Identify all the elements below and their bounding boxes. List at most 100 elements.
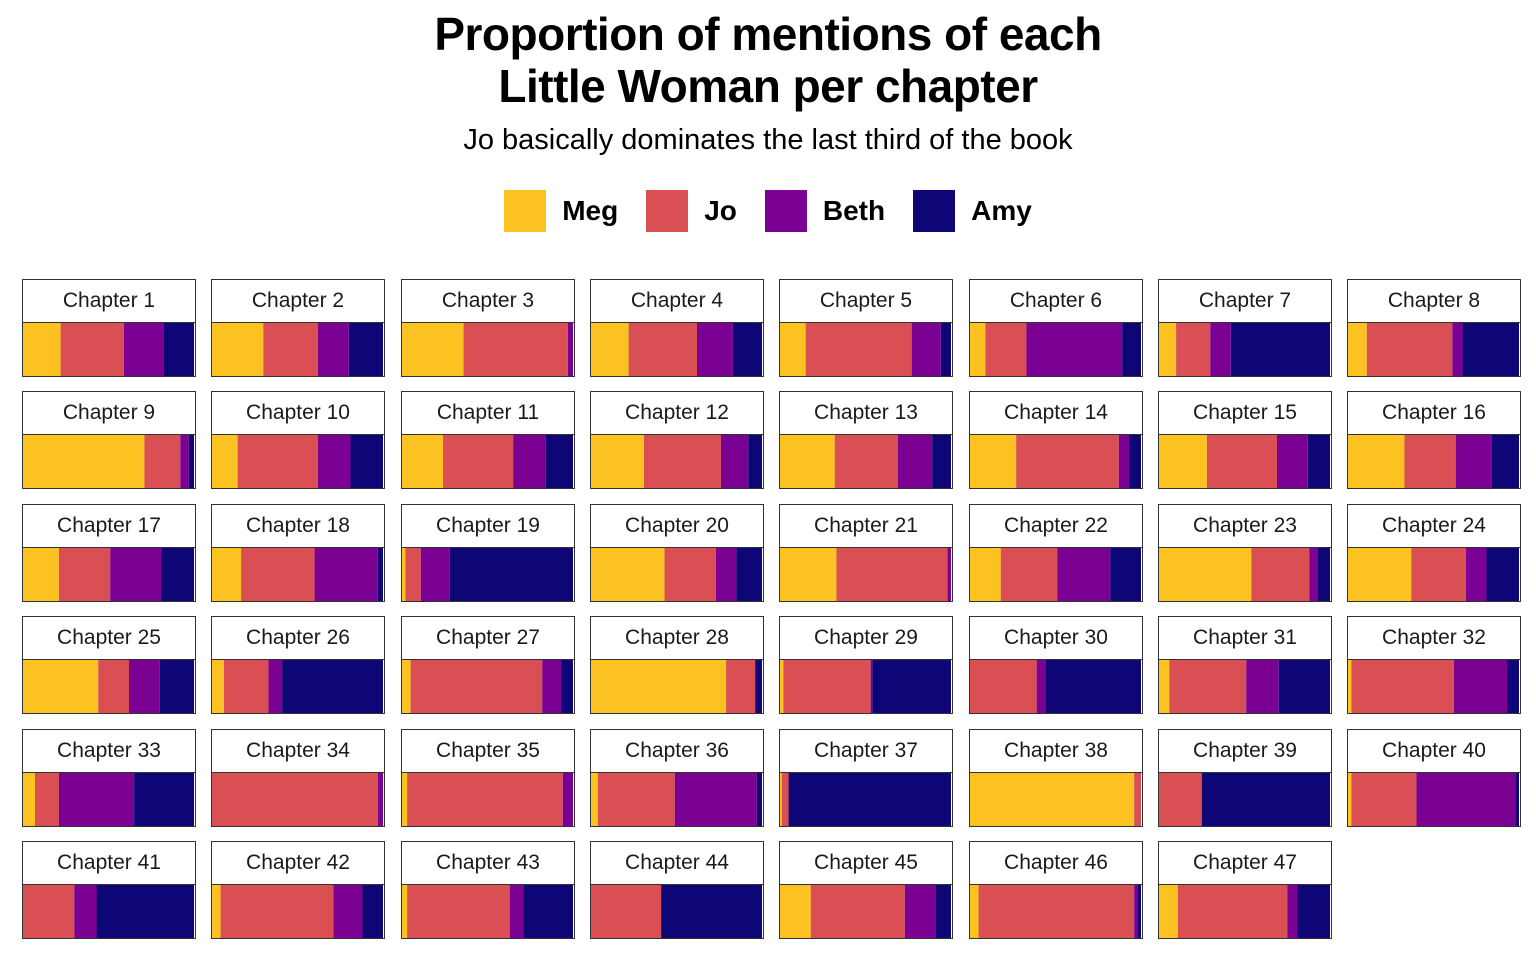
bar-segment-beth <box>697 323 733 376</box>
bar-segment-meg <box>970 548 1001 601</box>
bar-segment-beth <box>1416 773 1516 826</box>
bar-segment-jo <box>407 885 510 938</box>
bar-segment-meg <box>23 548 59 601</box>
bar-segment-amy <box>545 435 573 488</box>
bar-segment-beth <box>333 885 363 938</box>
facet-strip-label: Chapter 10 <box>211 391 385 435</box>
bar-segment-meg <box>780 548 837 601</box>
bar-segment-jo <box>726 660 756 713</box>
stacked-bar <box>1159 548 1330 601</box>
facet-panel: Chapter 21 <box>779 504 953 602</box>
facet-strip-label: Chapter 7 <box>1158 279 1332 323</box>
stacked-bar <box>1348 548 1519 601</box>
facet-bar <box>590 323 764 377</box>
bar-segment-amy <box>1110 548 1141 601</box>
facet-panel: Chapter 11 <box>401 391 575 489</box>
bar-segment-amy <box>163 323 194 376</box>
bar-segment-amy <box>940 323 951 376</box>
bar-segment-amy <box>1201 773 1330 826</box>
facet-panel: Chapter 25 <box>22 616 196 714</box>
facet-panel: Chapter 45 <box>779 841 953 939</box>
stacked-bar <box>1348 773 1519 826</box>
bar-segment-meg <box>1348 435 1405 488</box>
facet-strip-label: Chapter 8 <box>1347 279 1521 323</box>
bar-segment-meg <box>591 548 665 601</box>
bar-segment-amy <box>736 548 762 601</box>
bar-segment-beth <box>129 660 160 713</box>
facet-panel: Chapter 17 <box>22 504 196 602</box>
bar-segment-beth <box>1454 660 1508 713</box>
bar-segment-jo <box>1176 323 1211 376</box>
bar-segment-beth <box>1057 548 1111 601</box>
bar-segment-meg <box>1159 548 1252 601</box>
bar-segment-meg <box>212 548 242 601</box>
bar-segment-amy <box>350 435 383 488</box>
stacked-bar <box>212 435 383 488</box>
stacked-bar <box>1159 323 1330 376</box>
stacked-bar <box>970 773 1141 826</box>
bar-segment-amy <box>523 885 573 938</box>
stacked-bar <box>970 323 1141 376</box>
bar-segment-meg <box>23 660 99 713</box>
facet-bar <box>401 435 575 489</box>
bar-segment-beth <box>314 548 378 601</box>
bar-segment-jo <box>98 660 130 713</box>
bar-segment-jo <box>836 548 948 601</box>
bar-segment-jo <box>23 885 75 938</box>
facet-panel: Chapter 8 <box>1347 279 1521 377</box>
facet-strip-label: Chapter 1 <box>22 279 196 323</box>
facet-bar <box>590 773 764 827</box>
facet-strip-label: Chapter 22 <box>969 504 1143 548</box>
bar-segment-beth <box>513 435 546 488</box>
bar-segment-meg <box>23 323 61 376</box>
facet-panel: Chapter 29 <box>779 616 953 714</box>
facet-panel: Chapter 24 <box>1347 504 1521 602</box>
facet-bar <box>779 660 953 714</box>
facet-strip-label: Chapter 15 <box>1158 391 1332 435</box>
bar-segment-meg <box>23 435 145 488</box>
bar-segment-jo <box>1404 435 1456 488</box>
bar-segment-meg <box>591 435 645 488</box>
bar-segment-beth <box>1026 323 1123 376</box>
bar-segment-meg <box>970 435 1017 488</box>
facet-strip-label: Chapter 16 <box>1347 391 1521 435</box>
facet-panel: Chapter 47 <box>1158 841 1332 939</box>
facet-strip-label: Chapter 24 <box>1347 504 1521 548</box>
bar-segment-jo <box>781 773 789 826</box>
bar-segment-amy <box>1318 548 1330 601</box>
bar-segment-jo <box>443 435 514 488</box>
facet-bar <box>969 773 1143 827</box>
stacked-bar <box>23 773 194 826</box>
facet-panel: Chapter 30 <box>969 616 1143 714</box>
facet-panel: Chapter 20 <box>590 504 764 602</box>
bar-segment-amy <box>377 548 383 601</box>
facet-strip-label: Chapter 13 <box>779 391 953 435</box>
facet-panel: Chapter 37 <box>779 729 953 827</box>
facet-panel: Chapter 34 <box>211 729 385 827</box>
bar-segment-meg <box>402 548 406 601</box>
bar-segment-beth <box>715 548 737 601</box>
bar-segment-jo <box>783 660 871 713</box>
bar-segment-beth <box>318 435 351 488</box>
stacked-bar <box>212 660 383 713</box>
facet-panel: Chapter 42 <box>211 841 385 939</box>
bar-segment-amy <box>1278 660 1330 713</box>
bar-segment-meg <box>1159 660 1170 713</box>
facet-bar <box>401 323 575 377</box>
bar-segment-amy <box>159 660 194 713</box>
facet-bar <box>1158 885 1332 939</box>
facet-bar <box>1158 435 1332 489</box>
bar-segment-beth <box>1465 548 1487 601</box>
facet-bar <box>22 435 196 489</box>
facet-bar <box>211 435 385 489</box>
facet-panel: Chapter 36 <box>590 729 764 827</box>
facet-strip-label: Chapter 6 <box>969 279 1143 323</box>
bar-segment-amy <box>1515 773 1519 826</box>
facet-panel: Chapter 43 <box>401 841 575 939</box>
bar-segment-amy <box>1122 323 1141 376</box>
stacked-bar <box>212 773 383 826</box>
bar-segment-meg <box>212 435 238 488</box>
facet-panel: Chapter 3 <box>401 279 575 377</box>
bar-segment-beth <box>911 323 941 376</box>
stacked-bar <box>780 435 951 488</box>
